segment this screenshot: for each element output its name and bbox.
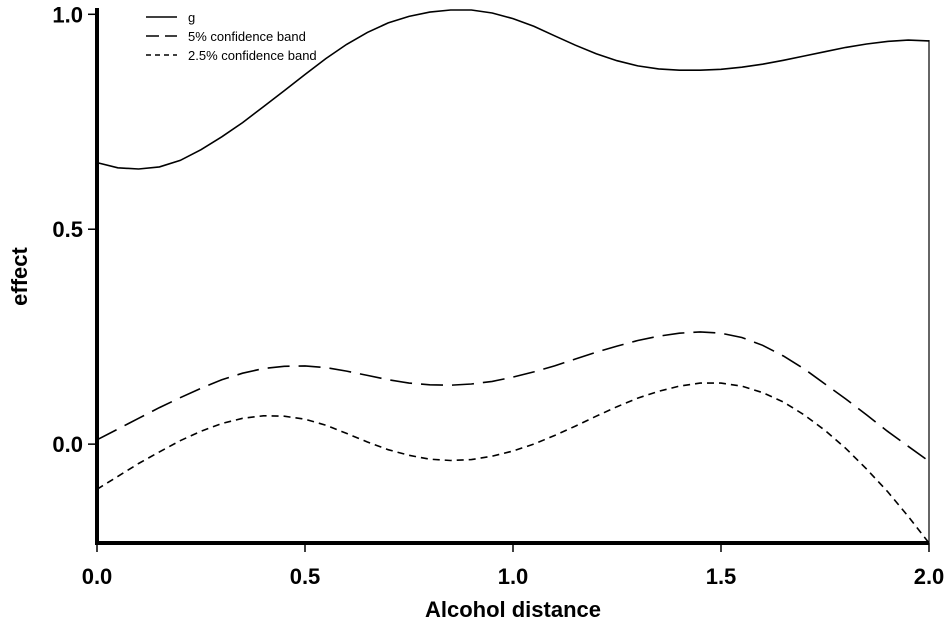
series-lines [96,9,930,544]
legend-label: 2.5% confidence band [188,48,317,63]
x-tick-label: 0.0 [82,564,113,589]
series-line-2 [96,331,930,462]
series-line-1 [96,9,930,170]
x-tick-label: 1.0 [498,564,529,589]
series-line-3 [96,382,930,544]
x-tick-label: 0.5 [290,564,321,589]
legend: g 5% confidence band 2.5% confidence band [146,10,317,63]
legend-label: 5% confidence band [188,29,306,44]
x-tick-label: 2.0 [914,564,945,589]
legend-label: g [188,10,195,25]
axes [95,8,930,545]
y-axis-ticks: 0.0 0.5 1.0 [52,2,97,457]
y-tick-label: 1.0 [52,2,83,27]
y-axis-label: effect [7,246,32,305]
y-tick-label: 0.5 [52,217,83,242]
x-tick-label: 1.5 [706,564,737,589]
x-axis-label: Alcohol distance [425,597,601,622]
y-tick-label: 0.0 [52,432,83,457]
x-axis-ticks: 0.0 0.5 1.0 1.5 2.0 [82,543,945,589]
